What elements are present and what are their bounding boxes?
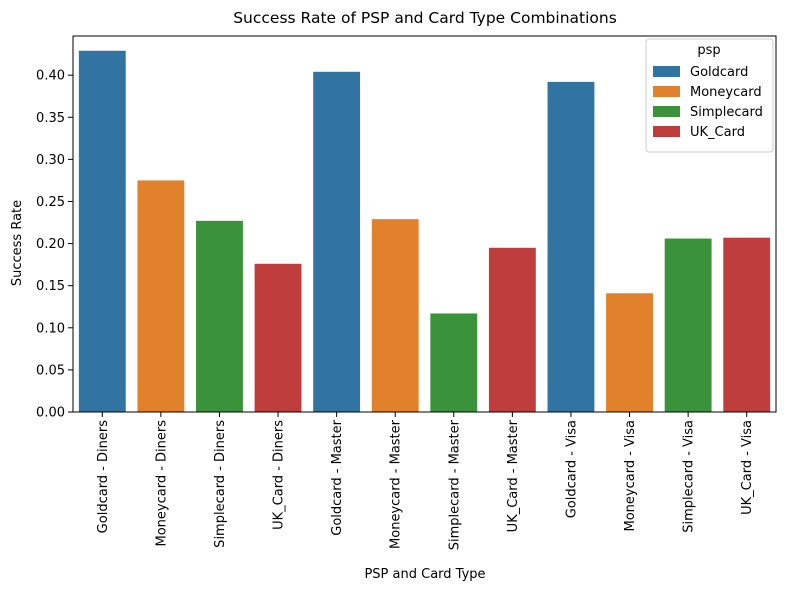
bar-11 — [723, 237, 771, 412]
chart-title: Success Rate of PSP and Card Type Combin… — [233, 9, 617, 27]
y-tick-label-1: 0.05 — [36, 363, 65, 378]
plot-frame — [72, 35, 777, 413]
legend-title: psp — [697, 43, 720, 58]
x-tick-label-6: Simplecard - Master — [447, 419, 462, 550]
y-tick-label-4: 0.20 — [36, 237, 65, 252]
bar-3 — [254, 263, 302, 412]
bars-group — [78, 50, 771, 413]
y-tick-label-5: 0.25 — [36, 195, 65, 210]
x-tick-label-7: UK_Card - Master — [506, 419, 521, 532]
x-tick-label-1: Moneycard - Diners — [154, 420, 169, 547]
y-tick-label-3: 0.15 — [36, 279, 65, 294]
legend-swatch-0 — [653, 66, 680, 77]
y-tick-label-7: 0.35 — [36, 111, 65, 126]
bar-4 — [313, 71, 361, 412]
y-tick-label-0: 0.00 — [36, 406, 65, 421]
bar-7 — [488, 247, 536, 412]
legend-swatch-2 — [653, 106, 680, 117]
x-tick-label-2: Simplecard - Diners — [213, 420, 228, 548]
x-tick-label-5: Moneycard - Master — [389, 419, 404, 549]
legend-label-2: Simplecard — [690, 105, 763, 120]
bar-0 — [78, 50, 126, 413]
y-axis: 0.00 0.05 0.10 0.15 0.20 0.25 0.30 0.35 0.40 — [36, 69, 73, 421]
legend-swatch-1 — [653, 86, 680, 97]
x-tick-label-10: Simplecard - Visa — [682, 420, 697, 533]
legend-label-0: Goldcard — [690, 65, 748, 80]
bar-5 — [371, 219, 419, 412]
x-axis-title: PSP and Card Type — [364, 567, 485, 582]
legend-label-3: UK_Card — [690, 125, 745, 140]
legend-label-1: Moneycard — [690, 85, 762, 100]
x-axis: Goldcard - Diners Moneycard - Diners Simpl… — [96, 412, 755, 550]
y-tick-label-8: 0.40 — [36, 69, 65, 84]
x-tick-label-9: Moneycard - Visa — [623, 420, 638, 532]
bar-8 — [547, 81, 595, 412]
y-axis-title: Success Rate — [10, 200, 25, 286]
x-tick-label-3: UK_Card - Diners — [272, 420, 287, 530]
legend-swatch-3 — [653, 126, 680, 137]
bar-10 — [664, 238, 712, 412]
bar-9 — [606, 293, 653, 412]
bar-2 — [196, 220, 243, 412]
y-tick-label-6: 0.30 — [36, 153, 65, 168]
y-tick-label-2: 0.10 — [36, 321, 65, 336]
x-tick-label-11: UK_Card - Visa — [740, 420, 755, 515]
legend: psp Goldcard Moneycard Simplecard UK_Card — [645, 38, 774, 153]
x-tick-label-8: Goldcard - Visa — [564, 420, 579, 518]
x-tick-label-0: Goldcard - Diners — [96, 420, 111, 534]
x-tick-label-4: Goldcard - Master — [330, 419, 345, 535]
bar-6 — [430, 313, 478, 412]
bar-1 — [137, 180, 185, 412]
